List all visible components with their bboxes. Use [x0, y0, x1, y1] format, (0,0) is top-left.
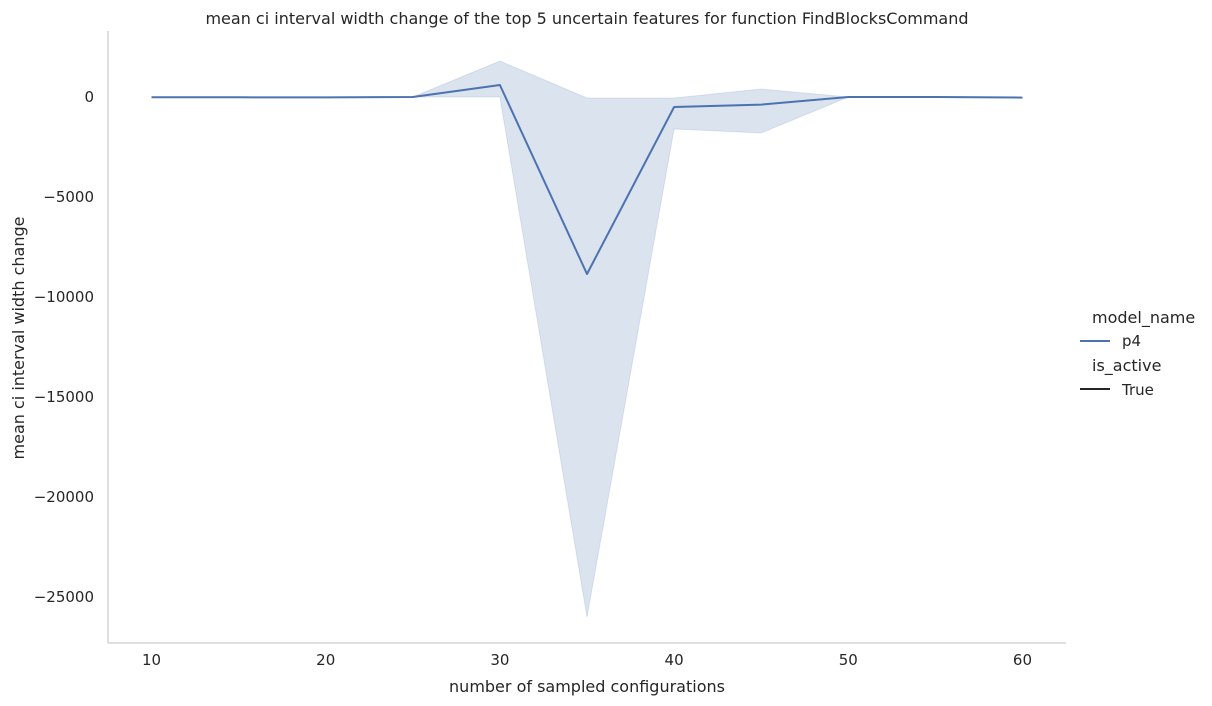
y-tick-label: −10000: [34, 288, 94, 306]
x-tick-label: 10: [142, 651, 161, 669]
x-tick-label: 60: [1013, 651, 1032, 669]
x-tick-label: 30: [490, 651, 509, 669]
x-axis-label: number of sampled configurations: [449, 677, 725, 696]
plot-area: [151, 60, 1023, 618]
legend-title-model-name: model_name: [1092, 308, 1195, 328]
y-tick-label: −15000: [34, 388, 94, 406]
legend-title-is-active: is_active: [1092, 356, 1161, 376]
y-tick-label: −5000: [43, 188, 94, 206]
y-axis-label: mean ci interval width change: [9, 217, 28, 460]
legend: model_name p4 is_active True: [1080, 308, 1195, 399]
x-tick-label: 40: [665, 651, 684, 669]
x-tick-label: 50: [839, 651, 858, 669]
y-tick-label: −20000: [34, 488, 94, 506]
legend-entry-p4: p4: [1122, 332, 1141, 350]
y-tick-label: 0: [84, 88, 94, 106]
x-tick-label: 20: [316, 651, 335, 669]
legend-entry-true: True: [1121, 381, 1154, 399]
y-tick-labels: 0 −5000 −10000 −15000 −20000 −25000: [34, 88, 94, 606]
confidence-band: [151, 60, 1023, 618]
y-tick-label: −25000: [34, 588, 94, 606]
series-line-p4: [151, 84, 1023, 275]
x-tick-labels: 10 20 30 40 50 60: [142, 651, 1032, 669]
chart-title: mean ci interval width change of the top…: [205, 9, 968, 28]
